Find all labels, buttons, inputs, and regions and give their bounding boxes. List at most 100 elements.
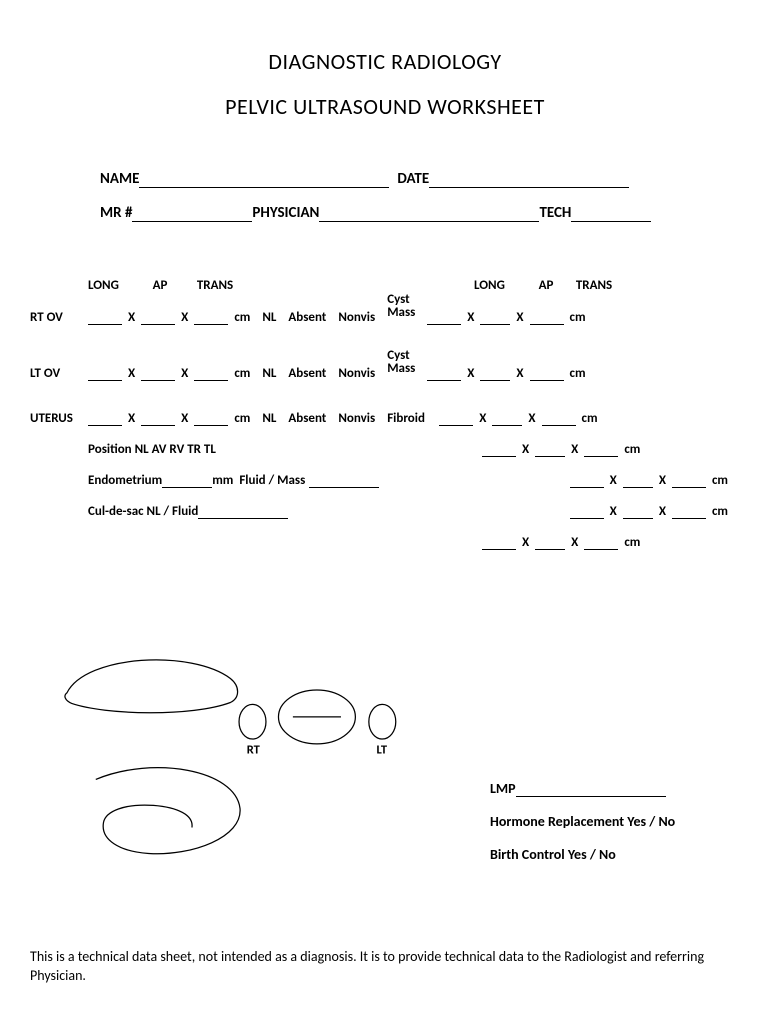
name-field[interactable] — [139, 172, 389, 188]
tech-field[interactable] — [571, 206, 651, 222]
rt-ov-trans[interactable] — [194, 311, 228, 325]
cm-unit: cm — [228, 411, 262, 426]
x-sep: X — [175, 310, 194, 325]
lt-ov-ap[interactable] — [141, 367, 175, 381]
status-nl: NL — [262, 411, 288, 426]
extra-3-long[interactable] — [570, 505, 604, 519]
info-row-1: NAME DATE — [100, 170, 710, 188]
right-info-block: LMP Hormone Replacement Yes / No Birth C… — [490, 780, 730, 879]
extra-4-row: X X cm — [88, 535, 740, 550]
hdr-ap-right: AP — [522, 278, 570, 293]
status-nonvis: Nonvis — [338, 411, 387, 426]
x-sep: X — [510, 366, 529, 381]
uterus-label: UTERUS — [30, 411, 88, 426]
rt-ov-ap[interactable] — [141, 311, 175, 325]
date-field[interactable] — [429, 172, 629, 188]
uterus-long[interactable] — [88, 412, 122, 426]
physician-label: PHYSICIAN — [252, 204, 319, 222]
rt-ov-long[interactable] — [88, 311, 122, 325]
endometrium-field[interactable] — [162, 474, 212, 488]
status-absent: Absent — [288, 366, 338, 381]
status-nonvis: Nonvis — [338, 366, 387, 381]
uterus-row: UTERUS X X cm NL Absent Nonvis Fibroid X… — [30, 411, 740, 426]
birth-control-label: Birth Control Yes / No — [490, 846, 730, 863]
x-sep: X — [122, 310, 141, 325]
fluid-mass-field[interactable] — [309, 474, 379, 488]
page-title-2: PELVIC ULTRASOUND WORKSHEET — [30, 93, 740, 120]
x-sep: X — [653, 504, 672, 519]
x-sep: X — [516, 535, 535, 550]
x-sep: X — [461, 310, 480, 325]
lt-ov-long2[interactable] — [427, 367, 461, 381]
lmp-field[interactable] — [516, 781, 666, 797]
cul-de-sac-field[interactable] — [198, 505, 288, 519]
hdr-trans-left: TRANS — [184, 278, 246, 293]
tech-label: TECH — [539, 204, 571, 222]
x-sep: X — [461, 366, 480, 381]
uterus-trans[interactable] — [194, 412, 228, 426]
patient-info-block: NAME DATE MR # PHYSICIAN TECH — [100, 170, 710, 222]
endometrium-label: Endometrium — [88, 473, 162, 488]
cm-unit: cm — [228, 310, 262, 325]
x-sep: X — [473, 411, 492, 426]
extra-4-ap[interactable] — [535, 536, 565, 550]
x-sep: X — [522, 411, 541, 426]
rt-ov-ap2[interactable] — [480, 311, 510, 325]
anatomy-diagram: RT LT — [40, 640, 440, 890]
lt-ov-long[interactable] — [88, 367, 122, 381]
hormone-label: Hormone Replacement Yes / No — [490, 813, 730, 830]
extra-3-ap[interactable] — [623, 505, 653, 519]
lt-ov-trans2[interactable] — [530, 367, 564, 381]
fluid-mass-label: Fluid / Mass — [239, 473, 309, 488]
x-sep: X — [565, 442, 584, 457]
date-label: DATE — [397, 170, 429, 188]
cul-de-sac-row: Cul-de-sac NL / Fluid X X cm — [88, 504, 740, 519]
mr-field[interactable] — [132, 206, 252, 222]
status-cyst-mass: Cyst Mass — [387, 293, 427, 319]
uterus-trans2[interactable] — [542, 412, 576, 426]
cm-unit: cm — [228, 366, 262, 381]
lt-diagram-label: LT — [377, 742, 388, 757]
uterus-ap2[interactable] — [492, 412, 522, 426]
mm-unit: mm — [212, 473, 239, 488]
detail-rows: Position NL AV RV TR TL X X cm Endometri… — [88, 442, 740, 550]
info-row-2: MR # PHYSICIAN TECH — [100, 204, 710, 222]
lt-ov-ap2[interactable] — [480, 367, 510, 381]
x-sep: X — [122, 411, 141, 426]
uterus-ap[interactable] — [141, 412, 175, 426]
extra-1-long[interactable] — [482, 443, 516, 457]
cm-unit: cm — [564, 366, 598, 381]
rt-ov-long2[interactable] — [427, 311, 461, 325]
physician-field[interactable] — [319, 206, 539, 222]
status-absent: Absent — [288, 310, 338, 325]
extra-2-long[interactable] — [570, 474, 604, 488]
cm-unit: cm — [564, 310, 598, 325]
extra-4-trans[interactable] — [584, 536, 618, 550]
cm-unit: cm — [706, 473, 740, 488]
rt-diagram-label: RT — [247, 742, 261, 757]
lmp-label: LMP — [490, 780, 516, 797]
status-cyst-mass: Cyst Mass — [387, 349, 427, 375]
extra-1-trans[interactable] — [584, 443, 618, 457]
extra-3-trans[interactable] — [672, 505, 706, 519]
extra-2-trans[interactable] — [672, 474, 706, 488]
status-nonvis: Nonvis — [338, 310, 387, 325]
endometrium-row: Endometrium mm Fluid / Mass X X cm — [88, 473, 740, 488]
uterus-long2[interactable] — [439, 412, 473, 426]
mr-label: MR # — [100, 204, 132, 222]
extra-2-ap[interactable] — [623, 474, 653, 488]
extra-4-long[interactable] — [482, 536, 516, 550]
lmp-row: LMP — [490, 780, 730, 797]
rt-ov-row: RT OV X X cm NL Absent Nonvis Cyst Mass … — [30, 299, 740, 325]
x-sep: X — [516, 442, 535, 457]
status-absent: Absent — [288, 411, 338, 426]
lt-ov-trans[interactable] — [194, 367, 228, 381]
lt-ov-label: LT OV — [30, 366, 88, 381]
x-sep: X — [122, 366, 141, 381]
rt-ov-trans2[interactable] — [530, 311, 564, 325]
status-nl: NL — [262, 366, 288, 381]
cm-unit: cm — [618, 535, 652, 550]
x-sep: X — [510, 310, 529, 325]
extra-1-ap[interactable] — [535, 443, 565, 457]
x-sep: X — [653, 473, 672, 488]
